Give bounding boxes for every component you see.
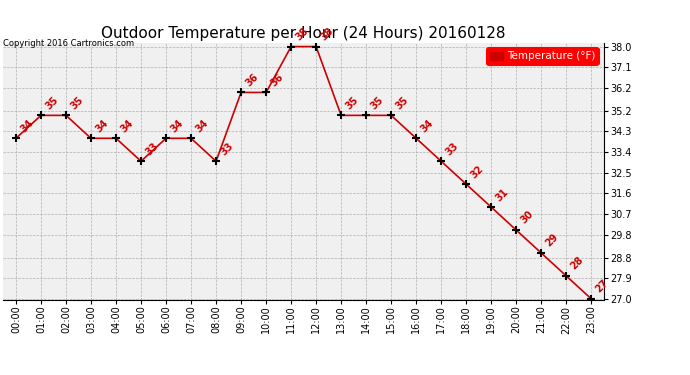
Text: 35: 35 <box>43 94 60 111</box>
Text: 34: 34 <box>419 117 435 134</box>
Title: Outdoor Temperature per Hour (24 Hours) 20160128: Outdoor Temperature per Hour (24 Hours) … <box>101 26 506 40</box>
Text: 32: 32 <box>469 164 486 180</box>
Text: 38: 38 <box>319 26 335 42</box>
Text: 27: 27 <box>594 278 611 295</box>
Text: 35: 35 <box>394 94 411 111</box>
Text: 34: 34 <box>119 117 135 134</box>
Text: 36: 36 <box>244 72 260 88</box>
Legend: Temperature (°F): Temperature (°F) <box>487 48 598 64</box>
Text: 34: 34 <box>169 117 186 134</box>
Text: 31: 31 <box>494 186 511 203</box>
Text: 36: 36 <box>269 72 286 88</box>
Text: 34: 34 <box>19 117 35 134</box>
Text: Copyright 2016 Cartronics.com: Copyright 2016 Cartronics.com <box>3 39 135 48</box>
Text: 28: 28 <box>569 255 586 272</box>
Text: 33: 33 <box>219 141 235 157</box>
Text: 38: 38 <box>294 26 310 42</box>
Text: 35: 35 <box>69 94 86 111</box>
Text: 33: 33 <box>444 141 460 157</box>
Text: 29: 29 <box>544 232 560 249</box>
Text: 35: 35 <box>344 94 360 111</box>
Text: 35: 35 <box>369 94 386 111</box>
Text: 34: 34 <box>194 117 210 134</box>
Text: 34: 34 <box>94 117 110 134</box>
Text: 33: 33 <box>144 141 160 157</box>
Text: 30: 30 <box>519 209 535 226</box>
